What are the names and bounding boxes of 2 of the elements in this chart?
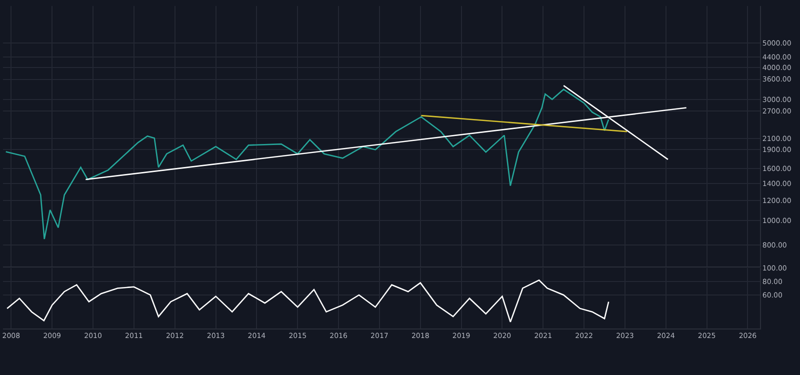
line-series bbox=[6, 279, 610, 323]
line-series bbox=[5, 88, 610, 240]
